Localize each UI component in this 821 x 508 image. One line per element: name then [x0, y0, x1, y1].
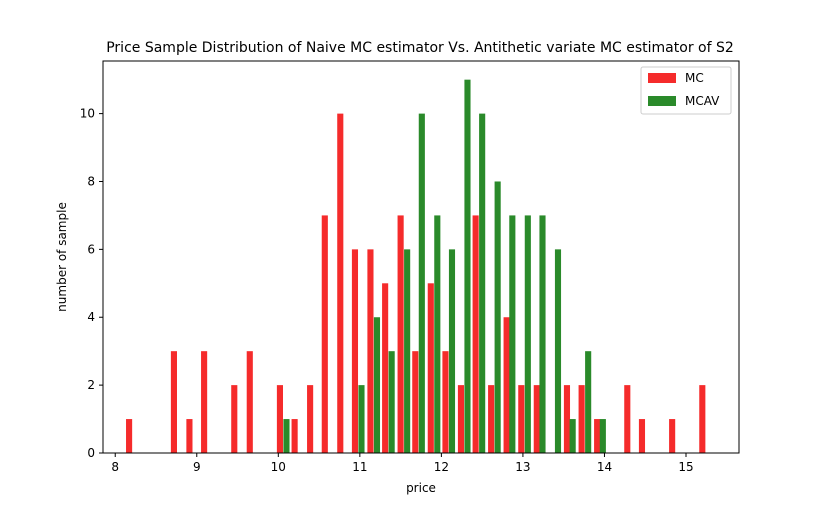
y-tick-label: 8	[87, 174, 95, 188]
bar-mc-10	[337, 113, 344, 454]
x-tick-label: 14	[597, 460, 612, 474]
bar-mc-28	[638, 419, 646, 453]
bar-mc-0	[126, 419, 133, 453]
bar-mc-5	[246, 351, 253, 453]
x-tick-label: 10	[271, 460, 286, 474]
bar-mc-9	[321, 215, 328, 453]
bar-mc-24	[563, 385, 571, 453]
bar-mcav-0	[283, 419, 290, 453]
bar-mcav-17	[599, 419, 606, 453]
bar-mc-22	[518, 385, 525, 453]
x-axis: 8 9 10 11 12 13 14 15	[111, 453, 694, 474]
bar-mc-19	[472, 215, 479, 453]
bar-mcav-15	[569, 419, 576, 453]
legend-label-mcav: MCAV	[685, 94, 720, 108]
bar-mc-25	[578, 385, 585, 453]
bar-mc-27	[624, 385, 631, 453]
x-tick-label: 12	[434, 460, 449, 474]
y-tick-label: 6	[87, 242, 95, 256]
bar-mc-14	[397, 215, 404, 453]
bar-mcav-11	[509, 215, 516, 453]
bar-mc-11	[351, 249, 359, 453]
bar-mc-30	[699, 385, 706, 453]
bar-mc-16	[427, 283, 434, 453]
bar-mc-12	[367, 249, 374, 453]
bar-mc-13	[382, 283, 389, 453]
bar-mc-26	[594, 419, 601, 453]
legend-swatch-mcav	[648, 96, 676, 106]
chart-title: Price Sample Distribution of Naive MC es…	[106, 40, 734, 56]
bar-mc-20	[488, 385, 495, 453]
bar-mcav-12	[524, 215, 531, 453]
bar-mc-17	[442, 351, 449, 453]
bars-group	[126, 79, 706, 454]
bar-mcav-5	[418, 113, 425, 454]
bar-mc-3	[201, 351, 208, 453]
y-axis: 0 2 4 6 8 10	[80, 107, 103, 460]
x-tick-label: 11	[352, 460, 367, 474]
x-axis-label: price	[406, 481, 436, 495]
x-tick-label: 9	[193, 460, 201, 474]
x-tick-label: 13	[515, 460, 530, 474]
legend: MC MCAV	[640, 66, 732, 115]
bar-mcav-2	[373, 317, 381, 453]
bar-mc-6	[276, 385, 283, 453]
y-tick-label: 10	[80, 107, 95, 121]
bar-mcav-13	[539, 215, 546, 453]
bar-mc-18	[457, 385, 465, 453]
bar-mcav-3	[388, 351, 395, 453]
bar-mc-23	[533, 385, 540, 453]
x-tick-label: 15	[678, 460, 693, 474]
y-tick-label: 4	[87, 310, 95, 324]
bar-mc-21	[503, 317, 510, 453]
bar-mcav-10	[494, 181, 501, 454]
bar-mcav-7	[448, 249, 456, 453]
bar-mc-4	[231, 385, 238, 453]
bar-mcav-14	[554, 249, 562, 453]
bar-mcav-16	[585, 351, 592, 453]
bar-mc-2	[186, 419, 193, 453]
x-tick-label: 8	[111, 460, 119, 474]
y-tick-label: 2	[87, 378, 95, 392]
plot-frame	[102, 60, 740, 454]
bar-mcav-9	[479, 113, 486, 454]
bar-mc-7	[291, 419, 298, 453]
y-axis-label: number of sample	[55, 202, 69, 312]
bar-mcav-6	[434, 215, 441, 453]
bar-mcav-4	[404, 249, 411, 453]
bar-mc-15	[412, 351, 419, 453]
bar-mc-29	[669, 419, 676, 453]
legend-swatch-mc	[648, 73, 676, 83]
legend-label-mc: MC	[685, 71, 704, 85]
y-tick-label: 0	[87, 446, 95, 460]
bar-mcav-8	[464, 79, 471, 454]
bar-mc-8	[307, 385, 314, 453]
bar-mcav-1	[358, 385, 365, 453]
bar-mc-1	[170, 351, 177, 453]
